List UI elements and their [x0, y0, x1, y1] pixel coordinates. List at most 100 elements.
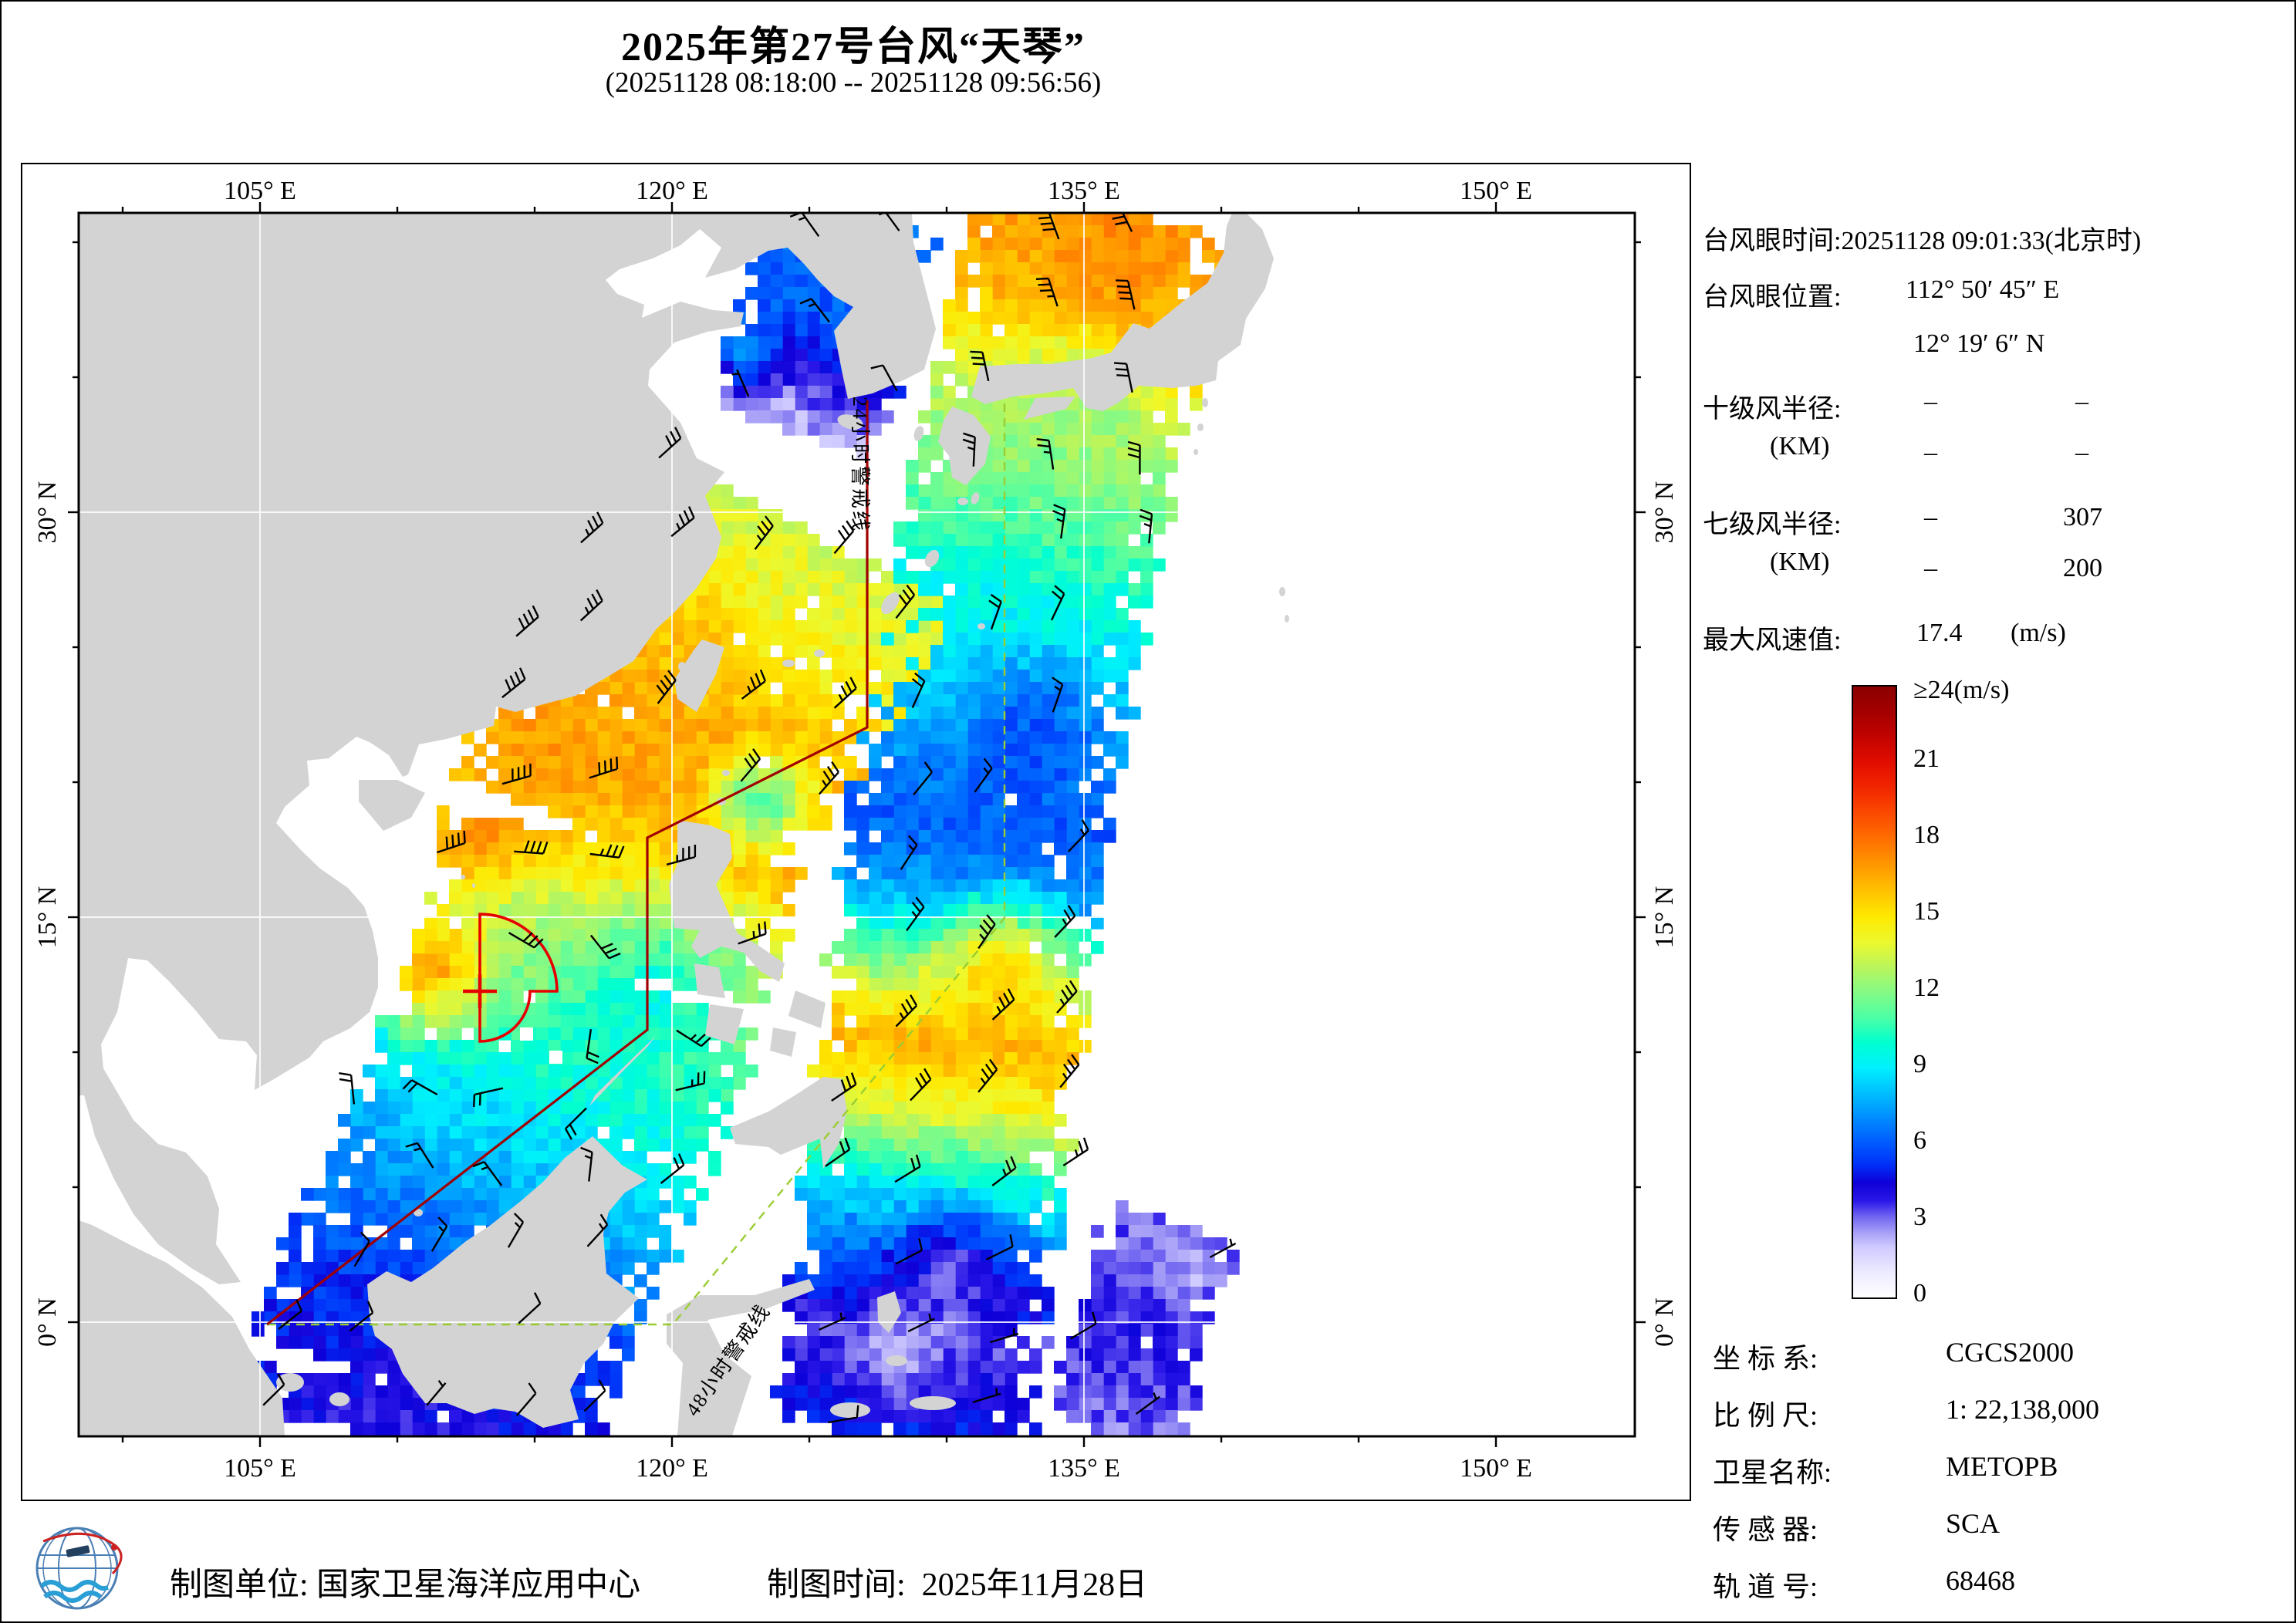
axis-label-left-0: 30° N: [33, 481, 62, 544]
land-mindoro: [694, 963, 725, 998]
axis-label-top-3: 150° E: [1460, 177, 1532, 205]
land-mindanao: [730, 1077, 847, 1169]
axis-label-right-1: 15° N: [1650, 886, 1679, 949]
coordsys-label: 坐 标 系:: [1713, 1343, 1818, 1374]
satellite-label: 卫星名称:: [1713, 1457, 1832, 1488]
land-shikoku: [1024, 396, 1075, 420]
eye-pos-label: 台风眼位置:: [1703, 283, 1842, 312]
r10-val-3: –: [1924, 438, 1937, 467]
eye-pos-lon: 112° 50′ 45″ E: [1906, 275, 2060, 304]
colorbar-tick-21: 21: [1913, 744, 1940, 773]
island: [886, 1355, 907, 1366]
eye-time-row: 台风眼时间:20251128 09:01:33(北京时): [1703, 219, 2141, 257]
r10-val-1: –: [1924, 387, 1937, 416]
land-masses: [79, 213, 1289, 1436]
orbit-value: 68468: [1946, 1565, 2015, 1596]
island: [414, 1209, 423, 1216]
r7-val-1: –: [1924, 503, 1937, 531]
land-kyushu: [938, 407, 991, 485]
land-samar: [788, 990, 826, 1028]
island: [678, 662, 686, 671]
warning-line-label-0: 24小时警戒线: [849, 396, 871, 534]
map-border: [77, 211, 1636, 1438]
r7-val-4: 200: [2063, 554, 2102, 582]
axis-label-bottom-3: 150° E: [1460, 1454, 1532, 1483]
island: [881, 592, 900, 615]
land-sumatra: [79, 1220, 285, 1436]
axis-label-left-2: 0° N: [33, 1297, 62, 1347]
island: [888, 348, 902, 368]
axis-label-bottom-0: 105° E: [224, 1454, 296, 1483]
land-asia: [79, 213, 936, 1284]
island: [924, 549, 940, 568]
island: [837, 414, 863, 430]
map-layers: [79, 213, 1635, 1436]
colorbar-tick-18: 18: [1913, 821, 1940, 849]
land-taiwan: [674, 639, 724, 712]
vmax-value: 17.4: [1916, 619, 1963, 647]
island: [971, 492, 980, 504]
colorbar-tick-9: 9: [1913, 1050, 1926, 1078]
island: [1279, 587, 1285, 596]
axis-label-top-2: 135° E: [1048, 177, 1120, 205]
island: [977, 623, 985, 629]
scale-label: 比 例 尺:: [1713, 1400, 1818, 1431]
r10-label: 十级风半径:: [1703, 395, 1842, 423]
axis-label-top-0: 105° E: [224, 177, 296, 205]
colorbar-max-label: ≥24(m/s): [1913, 676, 2010, 704]
colorbar-tick-3: 3: [1913, 1203, 1926, 1231]
sensor-value: SCA: [1946, 1508, 2001, 1539]
island: [722, 770, 730, 776]
outer-frame: [21, 163, 1691, 1501]
maptime-value: 2025年11月28日: [921, 1567, 1148, 1603]
satellite-value: METOPB: [1946, 1451, 2058, 1482]
eye-time-value: 20251128 09:01:33(北京时): [1841, 227, 2142, 255]
land-palawan: [589, 1036, 656, 1106]
vmax-label: 最大风速值:: [1703, 626, 1842, 655]
r7-label: 七级风半径:: [1703, 511, 1842, 539]
eye-pos-lat: 12° 19′ 6″ N: [1913, 329, 2045, 358]
axis-label-top-1: 120° E: [636, 177, 708, 205]
island: [461, 875, 465, 879]
credit-row: 制图单位: 国家卫星海洋应用中心: [170, 1558, 640, 1605]
r7-val-2: 307: [2063, 503, 2102, 531]
page-title: 2025年第27号台风“天琴”: [620, 25, 1086, 69]
r7-unit: (KM): [1770, 548, 1830, 576]
wind-speed-colorbar: [1852, 685, 1897, 1299]
credit-value: 国家卫星海洋应用中心: [316, 1567, 641, 1603]
vmax-unit: (m/s): [2011, 619, 2066, 647]
land-hainan: [359, 780, 425, 831]
island: [957, 498, 968, 505]
r10-val-4: –: [2075, 438, 2088, 467]
island: [830, 1402, 870, 1418]
colorbar-tick-12: 12: [1913, 973, 1940, 1002]
colorbar-tick-0: 0: [1913, 1279, 1926, 1308]
land-luzon: [669, 820, 785, 982]
sensor-label: 传 感 器:: [1713, 1514, 1818, 1545]
island: [472, 883, 475, 888]
island: [782, 660, 795, 667]
warning-line-24h: [266, 400, 869, 1326]
axis-ticks: [68, 202, 1646, 1447]
land-panay: [705, 1004, 744, 1044]
land-borneo: [367, 1136, 647, 1428]
island: [814, 650, 825, 657]
typhoon-center-cross: [463, 974, 497, 1008]
warning-line-48h: [267, 402, 1006, 1326]
eye-time-label: 台风眼时间:: [1703, 227, 1842, 255]
page-subtitle: (20251128 08:18:00 -- 20251128 09:56:56): [605, 67, 1102, 99]
coordsys-value: CGCS2000: [1946, 1337, 2075, 1368]
island: [329, 1392, 349, 1406]
r7-val-3: –: [1924, 554, 1937, 582]
r10-val-2: –: [2075, 387, 2088, 416]
island: [1197, 423, 1204, 431]
orbit-label: 轨 道 号:: [1713, 1571, 1818, 1602]
axis-label-right-2: 0° N: [1650, 1297, 1679, 1347]
axis-label-left-1: 15° N: [33, 886, 62, 949]
land-honshu: [971, 213, 1274, 411]
island: [1194, 449, 1198, 455]
colorbar-tick-15: 15: [1913, 897, 1940, 926]
typhoon-wind-radius-symbol: [478, 913, 559, 1043]
